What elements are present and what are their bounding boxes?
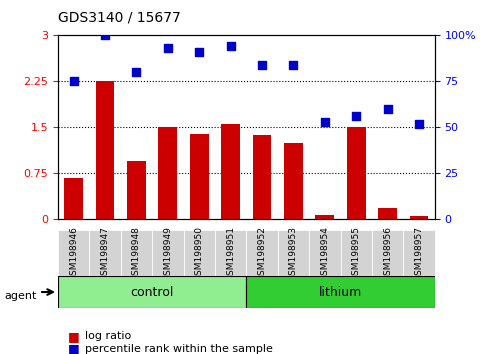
Text: GSM198949: GSM198949 (163, 225, 172, 281)
FancyBboxPatch shape (372, 230, 403, 276)
Point (164, 45, 172, 51)
FancyBboxPatch shape (246, 230, 278, 276)
Bar (96, 81, 114, 219)
Text: GSM198952: GSM198952 (257, 225, 267, 281)
Bar (253, 135, 271, 219)
Text: GSM198950: GSM198950 (195, 225, 204, 281)
Text: GSM198947: GSM198947 (100, 225, 110, 281)
Point (133, 69, 141, 75)
Bar (64, 178, 83, 219)
Point (195, 49, 203, 55)
Text: GDS3140 / 15677: GDS3140 / 15677 (58, 11, 181, 25)
Text: agent: agent (5, 291, 37, 301)
Point (353, 114, 360, 119)
Text: ■: ■ (68, 330, 79, 343)
Point (70, 79, 78, 84)
Text: GSM198954: GSM198954 (320, 225, 329, 281)
Bar (190, 133, 209, 219)
Point (321, 119, 328, 125)
Bar (410, 216, 428, 219)
Bar (221, 124, 240, 219)
Point (384, 106, 392, 112)
Bar (315, 215, 334, 219)
FancyBboxPatch shape (309, 230, 341, 276)
FancyBboxPatch shape (58, 276, 246, 308)
Text: GSM198951: GSM198951 (226, 225, 235, 281)
Point (258, 62, 266, 68)
Bar (347, 127, 366, 219)
FancyBboxPatch shape (215, 230, 246, 276)
FancyBboxPatch shape (121, 230, 152, 276)
FancyBboxPatch shape (184, 230, 215, 276)
Text: GSM198953: GSM198953 (289, 225, 298, 281)
Text: GSM198955: GSM198955 (352, 225, 361, 281)
Point (290, 62, 298, 68)
FancyBboxPatch shape (152, 230, 184, 276)
Text: percentile rank within the sample: percentile rank within the sample (85, 344, 272, 354)
Text: GSM198956: GSM198956 (383, 225, 392, 281)
Text: GSM198946: GSM198946 (69, 225, 78, 281)
FancyBboxPatch shape (89, 230, 121, 276)
Bar (158, 127, 177, 219)
Text: GSM198957: GSM198957 (414, 225, 424, 281)
Text: lithium: lithium (319, 286, 362, 298)
Text: log ratio: log ratio (85, 331, 131, 341)
FancyBboxPatch shape (341, 230, 372, 276)
Point (415, 121, 423, 127)
Text: GSM198948: GSM198948 (132, 225, 141, 281)
FancyBboxPatch shape (278, 230, 309, 276)
Bar (284, 143, 303, 219)
Text: ■: ■ (68, 342, 79, 354)
Text: control: control (130, 286, 174, 298)
FancyBboxPatch shape (246, 276, 435, 308)
Bar (378, 209, 397, 219)
FancyBboxPatch shape (58, 230, 89, 276)
Bar (127, 161, 146, 219)
FancyBboxPatch shape (403, 230, 435, 276)
Point (227, 44, 235, 49)
Point (101, 33, 109, 38)
